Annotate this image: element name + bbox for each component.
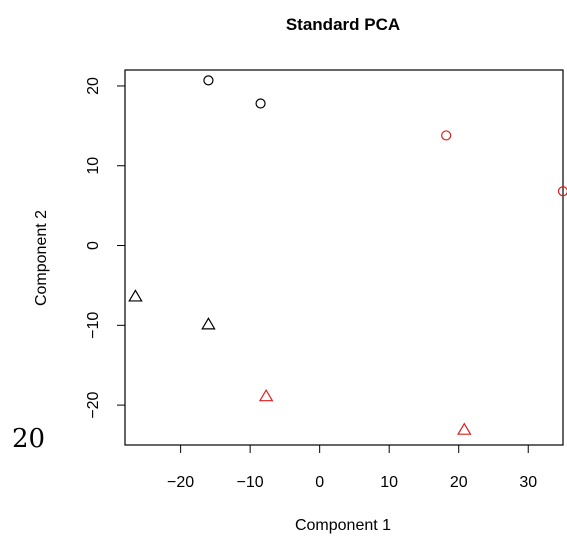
x-tick-label: 10 (380, 474, 398, 491)
y-tick-label: −20 (85, 391, 102, 418)
plot-area-frame (124, 69, 564, 446)
point-circle (203, 75, 214, 86)
x-axis-label: Component 1 (295, 517, 391, 534)
y-tick-label: 20 (85, 77, 102, 95)
x-axis: −20 −10 0 10 20 30 (167, 444, 537, 491)
data-points (128, 75, 567, 435)
x-tick-label: 20 (450, 474, 468, 491)
y-tick-label: 0 (85, 241, 102, 250)
x-tick-label: 0 (315, 474, 324, 491)
x-tick-label: −10 (237, 474, 264, 491)
y-axis: −20 −10 0 10 20 (85, 77, 126, 419)
point-triangle (128, 289, 143, 302)
x-tick-label: −20 (167, 474, 194, 491)
y-axis-label: Component 2 (33, 210, 50, 306)
point-triangle (258, 388, 274, 402)
point-triangle (201, 317, 216, 330)
y-tick-label: 10 (85, 157, 102, 175)
x-tick-label: 30 (519, 474, 537, 491)
side-note-number: 20 (12, 424, 46, 454)
point-circle (441, 130, 452, 141)
point-circle (557, 186, 567, 197)
point-circle (255, 98, 266, 109)
point-triangle (457, 422, 472, 435)
chart-title: Standard PCA (286, 15, 400, 34)
y-tick-label: −10 (85, 312, 102, 339)
